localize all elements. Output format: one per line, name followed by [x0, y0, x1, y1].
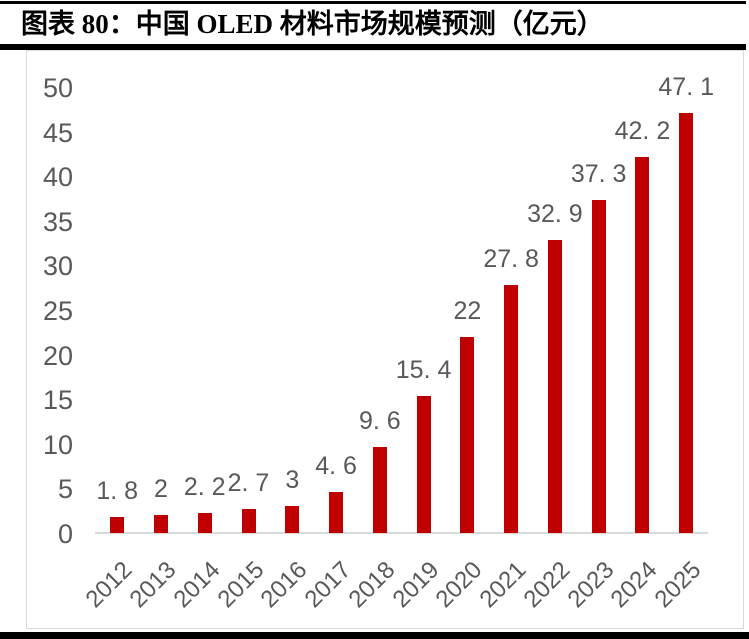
bar-value-label-2020: 22 [453, 296, 482, 325]
y-axis-tick-label-15: 15 [42, 385, 73, 416]
bar-value-label-2017: 4. 6 [315, 451, 357, 480]
y-axis-tick-label-45: 45 [42, 117, 73, 148]
bar-value-label-2021: 27. 8 [483, 245, 539, 274]
y-axis-tick-label-10: 10 [42, 429, 73, 460]
bar-2018 [372, 447, 387, 533]
x-axis-line [95, 532, 708, 534]
bar-2022 [547, 239, 562, 533]
bar-value-label-2022: 32. 9 [527, 199, 583, 228]
title-separator-rule [0, 44, 746, 50]
bar-2025 [679, 112, 694, 533]
bar-2020 [460, 336, 475, 533]
y-axis-tick-label-35: 35 [42, 206, 73, 237]
y-axis-tick-label-40: 40 [42, 162, 73, 193]
bar-2024 [635, 156, 650, 533]
bar-value-label-2016: 3 [285, 466, 300, 495]
bar-2013 [153, 515, 168, 533]
bar-2017 [329, 491, 344, 533]
bar-2014 [197, 513, 212, 533]
bar-2016 [285, 506, 300, 533]
bar-value-label-2013: 2 [154, 475, 168, 504]
y-axis-tick-label-5: 5 [57, 474, 73, 505]
bar-value-label-2012: 1. 8 [96, 476, 139, 505]
bar-2021 [504, 285, 519, 533]
bar-value-label-2019: 15. 4 [395, 355, 452, 384]
bar-value-label-2014: 2. 2 [183, 473, 226, 502]
bar-2012 [110, 516, 125, 533]
y-axis-tick-label-25: 25 [42, 296, 73, 326]
bar-value-label-2024: 42. 2 [614, 116, 671, 145]
bar-2019 [416, 395, 431, 533]
figure-caption: 图表 80：中国 OLED 材料市场规模预测（亿元） [21, 9, 604, 39]
bar-2023 [591, 200, 606, 533]
bar-value-label-2025: 47. 1 [658, 72, 714, 101]
top-rule [0, 1, 746, 4]
y-axis-tick-label-0: 0 [57, 519, 73, 549]
bottom-rule [0, 632, 749, 639]
bar-2015 [241, 508, 256, 533]
bar-value-label-2023: 37. 3 [570, 160, 627, 189]
bar-value-label-2018: 9. 6 [358, 407, 401, 436]
y-axis-tick-label-30: 30 [42, 251, 73, 282]
bar-value-label-2015: 2. 7 [227, 468, 270, 497]
y-axis-tick-label-50: 50 [42, 73, 73, 103]
y-axis-tick-label-20: 20 [42, 340, 73, 371]
